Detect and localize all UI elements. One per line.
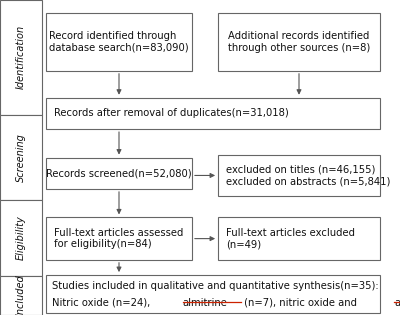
Text: Included: Included — [16, 275, 26, 315]
Bar — [218, 155, 380, 196]
Text: Records after removal of duplicates(n=31,018): Records after removal of duplicates(n=31… — [54, 108, 289, 118]
Bar — [0, 0, 42, 115]
Bar — [46, 13, 192, 71]
Text: Studies included in qualitative and quantitative synthesis(n=35):: Studies included in qualitative and quan… — [52, 281, 379, 291]
Bar — [46, 275, 380, 313]
Text: Additional records identified
through other sources (n=8): Additional records identified through ot… — [228, 31, 370, 53]
Text: Identification: Identification — [16, 25, 26, 89]
Bar — [46, 158, 192, 189]
Text: almitrine: almitrine — [183, 298, 228, 308]
Text: Records screened(n=52,080): Records screened(n=52,080) — [46, 168, 192, 178]
Text: almitrine: almitrine — [394, 298, 400, 308]
Text: Record identified through
database search(n=83,090): Record identified through database searc… — [49, 31, 189, 53]
Bar — [46, 217, 192, 260]
Bar — [46, 98, 380, 129]
Text: (n=7), nitric oxide and: (n=7), nitric oxide and — [241, 298, 360, 308]
Text: Screening: Screening — [16, 133, 26, 182]
Bar — [0, 276, 42, 315]
Bar — [0, 115, 42, 200]
Text: Eligibility: Eligibility — [16, 215, 26, 260]
Text: Full-text articles excluded
(n=49): Full-text articles excluded (n=49) — [226, 228, 355, 249]
Bar — [218, 13, 380, 71]
Text: Nitric oxide (n=24),: Nitric oxide (n=24), — [52, 298, 153, 308]
Bar — [218, 217, 380, 260]
Text: Full-text articles assessed
for eligibility(n=84): Full-text articles assessed for eligibil… — [54, 228, 184, 249]
Bar — [0, 200, 42, 276]
Text: excluded on titles (n=46,155)
excluded on abstracts (n=5,841): excluded on titles (n=46,155) excluded o… — [226, 165, 390, 186]
